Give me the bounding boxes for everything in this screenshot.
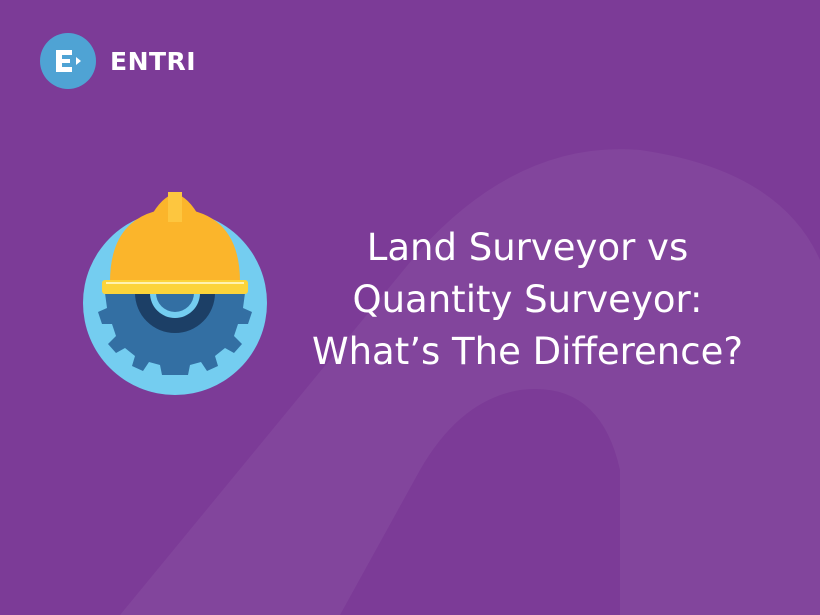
brand-name: ENTRI xyxy=(110,46,197,76)
title-line-3: What’s The Difference? xyxy=(312,330,743,373)
title-line-1: Land Surveyor vs xyxy=(366,226,689,269)
entri-logo[interactable]: ENTRI xyxy=(40,33,196,89)
page-title: Land Surveyor vs Quantity Surveyor: What… xyxy=(270,222,785,378)
hard-hat-gear-icon xyxy=(83,192,267,395)
title-line-2: Quantity Surveyor: xyxy=(352,278,703,321)
logo-icon xyxy=(40,33,96,89)
